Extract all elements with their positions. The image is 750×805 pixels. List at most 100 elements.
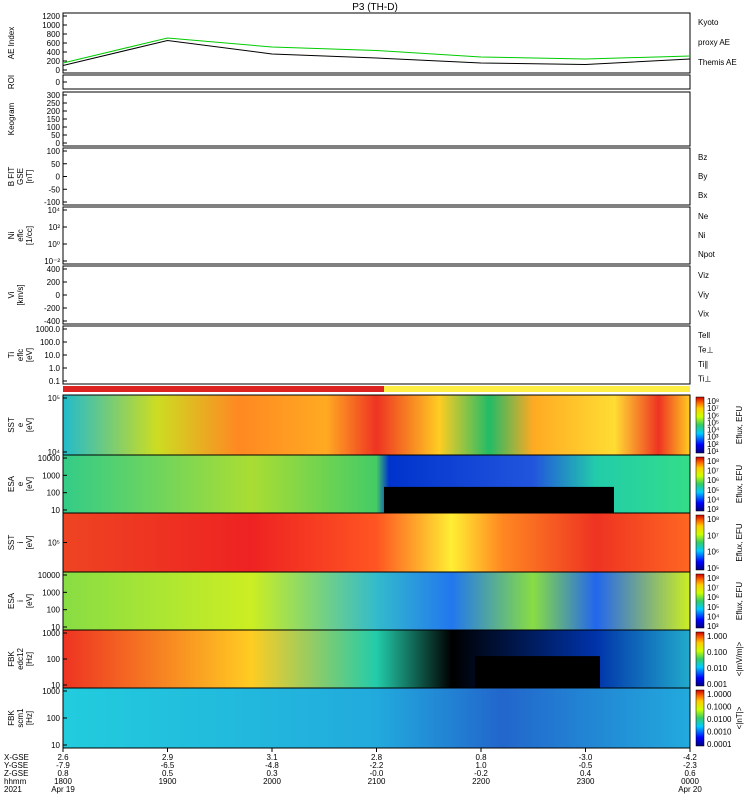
- y-tick-label: -200: [44, 304, 61, 313]
- legend-entry: Vix: [698, 310, 709, 319]
- colorbar-tick-label: 1.0000: [707, 690, 732, 699]
- colorbar-tick-label: 10³: [707, 433, 719, 442]
- ae-series-line: [62, 37, 691, 64]
- y-axis-label: Ni: [7, 232, 16, 240]
- y-axis-label: AE Index: [7, 27, 16, 59]
- x-tick-label: 2.9: [162, 753, 174, 762]
- y-tick-label: 10⁻²: [44, 257, 60, 266]
- y-tick-label: 1000: [42, 629, 60, 638]
- x-tick-label: 0.8: [57, 769, 69, 778]
- colorbar-tick-label: 10⁴: [707, 612, 720, 621]
- x-tick-label: 2000: [263, 777, 281, 786]
- colorbar-tick-label: 10⁸: [707, 457, 719, 466]
- colorbar-tick-label: 10⁷: [707, 467, 719, 476]
- y-tick-label: 10⁰: [48, 240, 60, 249]
- x-tick-label: 2.8: [371, 753, 383, 762]
- y-axis-label: i: [16, 600, 25, 602]
- ae-series-line: [62, 39, 691, 66]
- colorbar-tick-label: 10⁸: [707, 515, 719, 524]
- y-tick-label: 200: [47, 278, 61, 287]
- spectrogram-sst_e: [63, 395, 690, 455]
- colorbar-tick-label: 0.0001: [707, 740, 732, 749]
- y-tick-label: 100: [47, 147, 61, 156]
- panel-fbk_e: 1000 100 10 FBK edc12 [Hz] 1.000 0.100 0.010 0.00…: [7, 629, 744, 690]
- panel-bfit: 100 50 0 -50 -100 B FIT GSE [nT] Bz By Bx: [7, 147, 707, 207]
- y-axis-label: scm1: [16, 708, 25, 728]
- colorbar-label: <|mV/m|>: [735, 641, 744, 676]
- y-axis-label: Keogram: [7, 102, 16, 135]
- fbk-e-quiet-region: [475, 656, 600, 688]
- x-tick-label: Apr 19: [51, 785, 75, 794]
- colorbar-tick-label: 10⁵: [707, 603, 719, 612]
- colorbar-tick-label: 10⁷: [707, 404, 719, 413]
- x-tick-label: -0.5: [579, 761, 593, 770]
- y-tick-label: 10⁴: [48, 448, 61, 457]
- panel-frame-vi: [62, 265, 691, 325]
- colorbar-esa_i: [695, 573, 705, 629]
- x-tick-label: -4.2: [683, 753, 697, 762]
- y-tick-label: 300: [47, 91, 61, 100]
- y-axis-label: eflc: [16, 229, 25, 241]
- y-tick-label: 100: [47, 489, 61, 498]
- y-tick-label: 50: [51, 131, 60, 140]
- y-axis-label: GSE: [16, 168, 25, 185]
- legend-entry: Npot: [698, 250, 716, 259]
- colorbar-sst_i: [695, 514, 705, 571]
- y-tick-label: 1000: [42, 471, 60, 480]
- y-axis-label: [eV]: [25, 348, 34, 362]
- x-tick-label: 1900: [159, 777, 177, 786]
- y-tick-label: 10: [51, 741, 60, 750]
- y-tick-label: 1.0: [49, 364, 61, 373]
- y-tick-label: 10⁵: [48, 394, 60, 403]
- panel-vi: 400 200 0 -200 -400 Vi [km/s] Viz Viy Vix: [7, 265, 709, 326]
- legend-entry: Ti⊥: [698, 375, 711, 384]
- y-axis-label: e: [16, 481, 25, 486]
- y-tick-label: -50: [48, 185, 60, 194]
- colorbar-tick-label: 10⁵: [707, 418, 719, 427]
- x-tick-label: 0.6: [684, 769, 696, 778]
- x-tick-label: -4.8: [265, 761, 279, 770]
- legend-entry: Kyoto: [698, 18, 719, 27]
- y-tick-label: 150: [47, 115, 61, 124]
- y-axis-label: ESA: [7, 475, 16, 492]
- y-tick-label: 10000: [38, 454, 61, 463]
- y-axis-label: SST: [7, 417, 16, 433]
- colorbar-tick-label: 10⁸: [707, 397, 719, 406]
- panel-frame-ni: [62, 206, 691, 265]
- y-tick-label: 1000: [42, 21, 60, 30]
- colorbar-tick-label: 0.0010: [707, 728, 732, 737]
- y-tick-label: 100: [47, 123, 61, 132]
- colorbar-sst_e: [695, 396, 705, 454]
- x-tick-label: -2.3: [683, 761, 697, 770]
- y-tick-label: 10⁵: [48, 539, 60, 548]
- colorbar-tick-label: 10⁷: [707, 531, 719, 540]
- colorbar-tick-label: 10⁴: [707, 495, 720, 504]
- x-tick-label: 2200: [472, 777, 490, 786]
- legend-entry: Ti∥: [698, 360, 708, 369]
- colorbar-tick-label: 10⁶: [707, 411, 719, 420]
- data-quality-bar-red: [63, 386, 384, 392]
- colorbar-label: Eflux, EFU: [735, 582, 744, 620]
- y-axis-label: eflc: [16, 349, 25, 361]
- x-tick-label: -2.2: [370, 761, 384, 770]
- y-tick-label: 0: [56, 173, 61, 182]
- panel-fbk_b: 1000 100 10 FBK scm1 [Hz] 1.0000 0.1000 0.0100 0.…: [7, 687, 744, 750]
- x-tick-label: Apr 20: [678, 785, 702, 794]
- legend-entry: Bz: [698, 153, 707, 162]
- y-tick-label: 10: [51, 681, 60, 690]
- panel-frame-roi: [62, 74, 691, 90]
- legend-entry: Viz: [698, 271, 709, 280]
- colorbar-tick-label: 0.010: [707, 664, 728, 673]
- y-tick-label: 0: [56, 66, 61, 75]
- colorbar-tick-label: 10⁶: [707, 548, 719, 557]
- x-tick-label: 0.3: [266, 769, 278, 778]
- y-axis-label: Vi: [7, 291, 16, 298]
- y-axis-label: [eV]: [25, 594, 34, 608]
- y-tick-label: 0: [56, 78, 61, 87]
- y-axis-label: FBK: [7, 710, 16, 726]
- y-axis-label: SST: [7, 535, 16, 551]
- colorbar-tick-label: 0.1000: [707, 703, 732, 712]
